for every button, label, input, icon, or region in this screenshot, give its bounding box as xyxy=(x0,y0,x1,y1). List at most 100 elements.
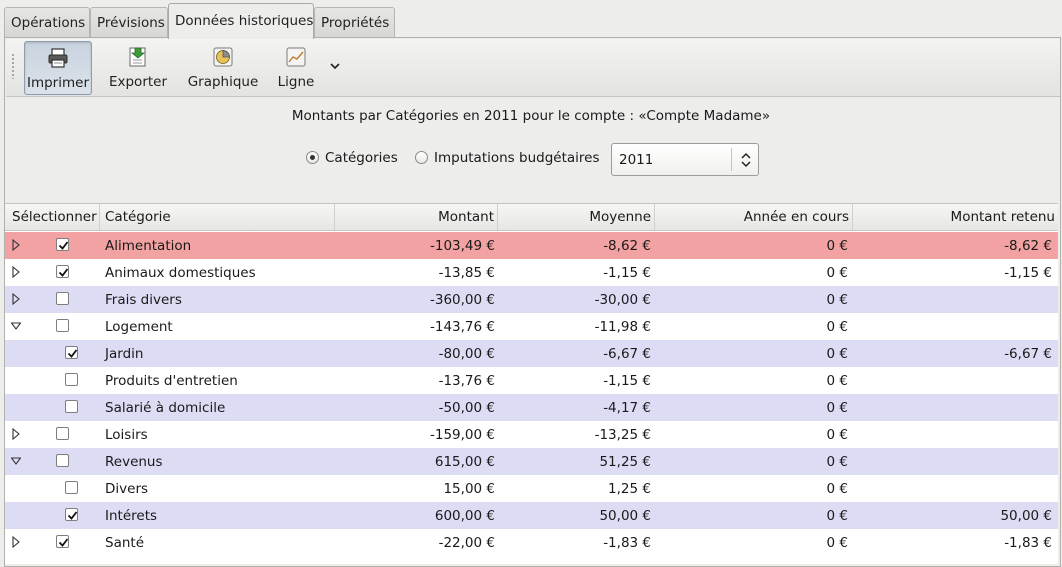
expander-collapsed-icon[interactable] xyxy=(11,266,21,278)
category-cell: Alimentation xyxy=(105,238,192,254)
average-cell: -4,17 € xyxy=(603,400,651,416)
category-cell: Santé xyxy=(105,535,144,551)
expander-expanded-icon[interactable] xyxy=(11,455,21,467)
tab-bar: Opérations Prévisions Données historique… xyxy=(0,0,1062,39)
column-header-current-year[interactable]: Année en cours xyxy=(655,204,853,230)
tab-operations[interactable]: Opérations xyxy=(4,7,90,38)
expander-collapsed-icon[interactable] xyxy=(11,239,21,251)
checkbox-checked[interactable] xyxy=(56,265,69,278)
average-cell: 51,25 € xyxy=(599,454,651,470)
table-row[interactable]: Loisirs -159,00 € -13,25 € 0 € xyxy=(5,421,1058,448)
report-title: Montants par Catégories en 2011 pour le … xyxy=(291,108,771,124)
checkbox-unchecked[interactable] xyxy=(56,292,69,305)
tab-donnees-historiques[interactable]: Données historiques xyxy=(168,3,314,39)
tab-proprietes[interactable]: Propriétés xyxy=(314,7,395,38)
amount-cell: -13,76 € xyxy=(438,373,495,389)
table-row[interactable]: Animaux domestiques -13,85 € -1,15 € 0 € -1,… xyxy=(5,259,1058,286)
retained-amount-cell: -8,62 € xyxy=(1004,238,1052,254)
table-row[interactable]: Intérets 600,00 € 50,00 € 0 € 50,00 € xyxy=(5,502,1058,529)
spin-arrows-icon[interactable] xyxy=(738,150,754,170)
radio-categories[interactable]: Catégories xyxy=(306,150,398,166)
expander-collapsed-icon[interactable] xyxy=(11,428,21,440)
line-label: Ligne xyxy=(277,74,315,90)
radio-unselected-icon[interactable] xyxy=(415,151,428,164)
average-cell: 50,00 € xyxy=(599,508,651,524)
checkbox-unchecked[interactable] xyxy=(56,319,69,332)
expander-collapsed-icon[interactable] xyxy=(11,293,21,305)
checkbox-unchecked[interactable] xyxy=(65,373,78,386)
table-row[interactable]: Produits d'entretien -13,76 € -1,15 € 0 € xyxy=(5,367,1058,394)
export-button[interactable]: Exporter xyxy=(104,41,172,95)
category-cell: Divers xyxy=(105,481,149,497)
amount-cell: 600,00 € xyxy=(434,508,495,524)
average-cell: -30,00 € xyxy=(594,292,651,308)
average-cell: -1,83 € xyxy=(603,535,651,551)
checkbox-checked[interactable] xyxy=(56,238,69,251)
column-header-select[interactable]: Sélectionner xyxy=(5,204,100,230)
export-icon xyxy=(129,47,146,67)
table-row[interactable]: Logement -143,76 € -11,98 € 0 € xyxy=(5,313,1058,340)
category-table: Sélectionner Catégorie Montant Moyenne A… xyxy=(5,203,1058,564)
checkmark-icon xyxy=(58,268,69,277)
retained-amount-cell: -1,15 € xyxy=(1004,265,1052,281)
table-row[interactable]: Salarié à domicile -50,00 € -4,17 € 0 € xyxy=(5,394,1058,421)
chart-button[interactable]: Graphique xyxy=(184,41,262,95)
tab-label: Propriétés xyxy=(321,15,390,31)
export-label: Exporter xyxy=(108,74,168,90)
checkbox-checked[interactable] xyxy=(65,508,78,521)
category-cell: Revenus xyxy=(105,454,163,470)
expander-expanded-icon[interactable] xyxy=(11,320,21,332)
year-selector-divider xyxy=(731,148,732,171)
current-year-cell: 0 € xyxy=(826,238,848,254)
current-year-cell: 0 € xyxy=(826,454,848,470)
radio-categories-label: Catégories xyxy=(325,150,398,166)
table-row[interactable]: Revenus 615,00 € 51,25 € 0 € xyxy=(5,448,1058,475)
table-row[interactable]: Frais divers -360,00 € -30,00 € 0 € xyxy=(5,286,1058,313)
tab-previsions[interactable]: Prévisions xyxy=(90,7,168,38)
amount-cell: -13,85 € xyxy=(438,265,495,281)
table-row[interactable]: Jardin -80,00 € -6,67 € 0 € -6,67 € xyxy=(5,340,1058,367)
column-header-retained[interactable]: Montant retenu xyxy=(950,209,1055,225)
checkbox-unchecked[interactable] xyxy=(56,454,69,467)
column-header-amount[interactable]: Montant xyxy=(335,204,498,230)
table-row[interactable]: Alimentation -103,49 € -8,62 € 0 € -8,62 € xyxy=(5,232,1058,259)
toolbar-grip-icon[interactable] xyxy=(11,53,15,79)
print-label: Imprimer xyxy=(26,75,89,91)
category-cell: Loisirs xyxy=(105,427,148,443)
tab-label: Opérations xyxy=(11,15,86,31)
checkbox-unchecked[interactable] xyxy=(65,400,78,413)
amount-cell: -103,49 € xyxy=(430,238,495,254)
expander-collapsed-icon[interactable] xyxy=(11,536,21,548)
current-year-cell: 0 € xyxy=(826,427,848,443)
checkbox-unchecked[interactable] xyxy=(56,427,69,440)
current-year-cell: 0 € xyxy=(826,535,848,551)
radio-selected-icon[interactable] xyxy=(306,151,319,164)
year-selector[interactable]: 2011 xyxy=(611,143,759,176)
print-button[interactable]: Imprimer xyxy=(24,41,92,95)
category-cell: Logement xyxy=(105,319,173,335)
average-cell: -8,62 € xyxy=(603,238,651,254)
checkbox-checked[interactable] xyxy=(65,346,78,359)
current-year-cell: 0 € xyxy=(826,292,848,308)
line-button[interactable]: Ligne xyxy=(272,41,320,95)
column-header-category[interactable]: Catégorie xyxy=(100,204,335,230)
table-row[interactable]: Divers 15,00 € 1,25 € 0 € xyxy=(5,475,1058,502)
checkbox-unchecked[interactable] xyxy=(65,481,78,494)
category-cell: Produits d'entretien xyxy=(105,373,238,389)
printer-icon xyxy=(48,48,68,68)
current-year-cell: 0 € xyxy=(826,319,848,335)
radio-budget[interactable]: Imputations budgétaires xyxy=(415,150,600,166)
checkmark-icon xyxy=(67,511,78,520)
checkbox-checked[interactable] xyxy=(56,535,69,548)
category-cell: Salarié à domicile xyxy=(105,400,226,416)
column-header-average[interactable]: Moyenne xyxy=(498,204,655,230)
tab-label: Données historiques xyxy=(175,13,314,29)
current-year-cell: 0 € xyxy=(826,508,848,524)
amount-cell: -143,76 € xyxy=(430,319,495,335)
year-value: 2011 xyxy=(619,152,654,168)
average-cell: 1,25 € xyxy=(608,481,651,497)
table-row[interactable]: Santé -22,00 € -1,83 € 0 € -1,83 € xyxy=(5,529,1058,556)
average-cell: -11,98 € xyxy=(594,319,651,335)
chevron-down-icon[interactable] xyxy=(328,59,342,73)
category-cell: Intérets xyxy=(105,508,158,524)
